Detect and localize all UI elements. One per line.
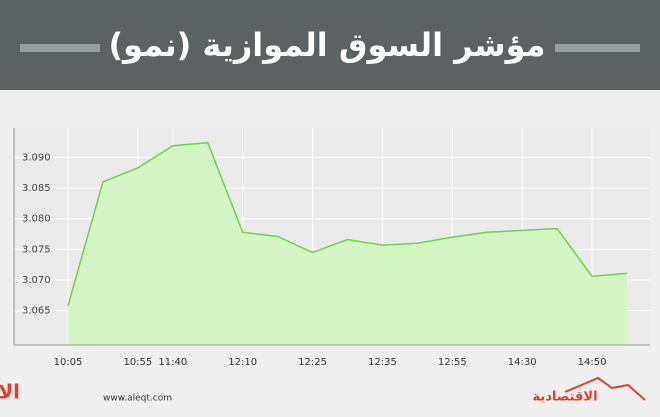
x-tick-label: 12:55	[438, 357, 467, 368]
header-bar	[20, 44, 100, 52]
footer-brand: الاقتصادية	[0, 380, 20, 404]
x-tick-label: 12:10	[228, 357, 257, 368]
header-band	[0, 0, 660, 90]
y-tick-label: 3.065	[22, 306, 51, 317]
y-tick-label: 3.080	[22, 214, 51, 225]
header-bar	[555, 44, 640, 52]
footer-url: www.aleqt.com	[103, 394, 172, 404]
line	[67, 141, 628, 306]
y-tick-label: 3.075	[22, 244, 51, 255]
y-tick-label: 3.090	[22, 152, 51, 163]
area	[68, 142, 627, 345]
chart-title: مؤشر السوق الموازية (نمو)	[109, 26, 546, 64]
x-tick-label: 12:35	[368, 357, 397, 368]
footer-logo-line	[564, 376, 646, 401]
footer-brand-right: الاقتصادية	[532, 390, 597, 405]
x-tick-label: 11:40	[158, 357, 187, 368]
y-tick-label: 3.085	[22, 183, 51, 194]
x-tick-label: 10:55	[123, 357, 152, 368]
x-tick-label: 12:25	[298, 357, 327, 368]
y-tick-label: 3.070	[22, 275, 51, 286]
x-tick-label: 14:50	[578, 357, 607, 368]
x-tick-label: 14:30	[508, 357, 537, 368]
x-tick-label: 10:05	[54, 357, 83, 368]
